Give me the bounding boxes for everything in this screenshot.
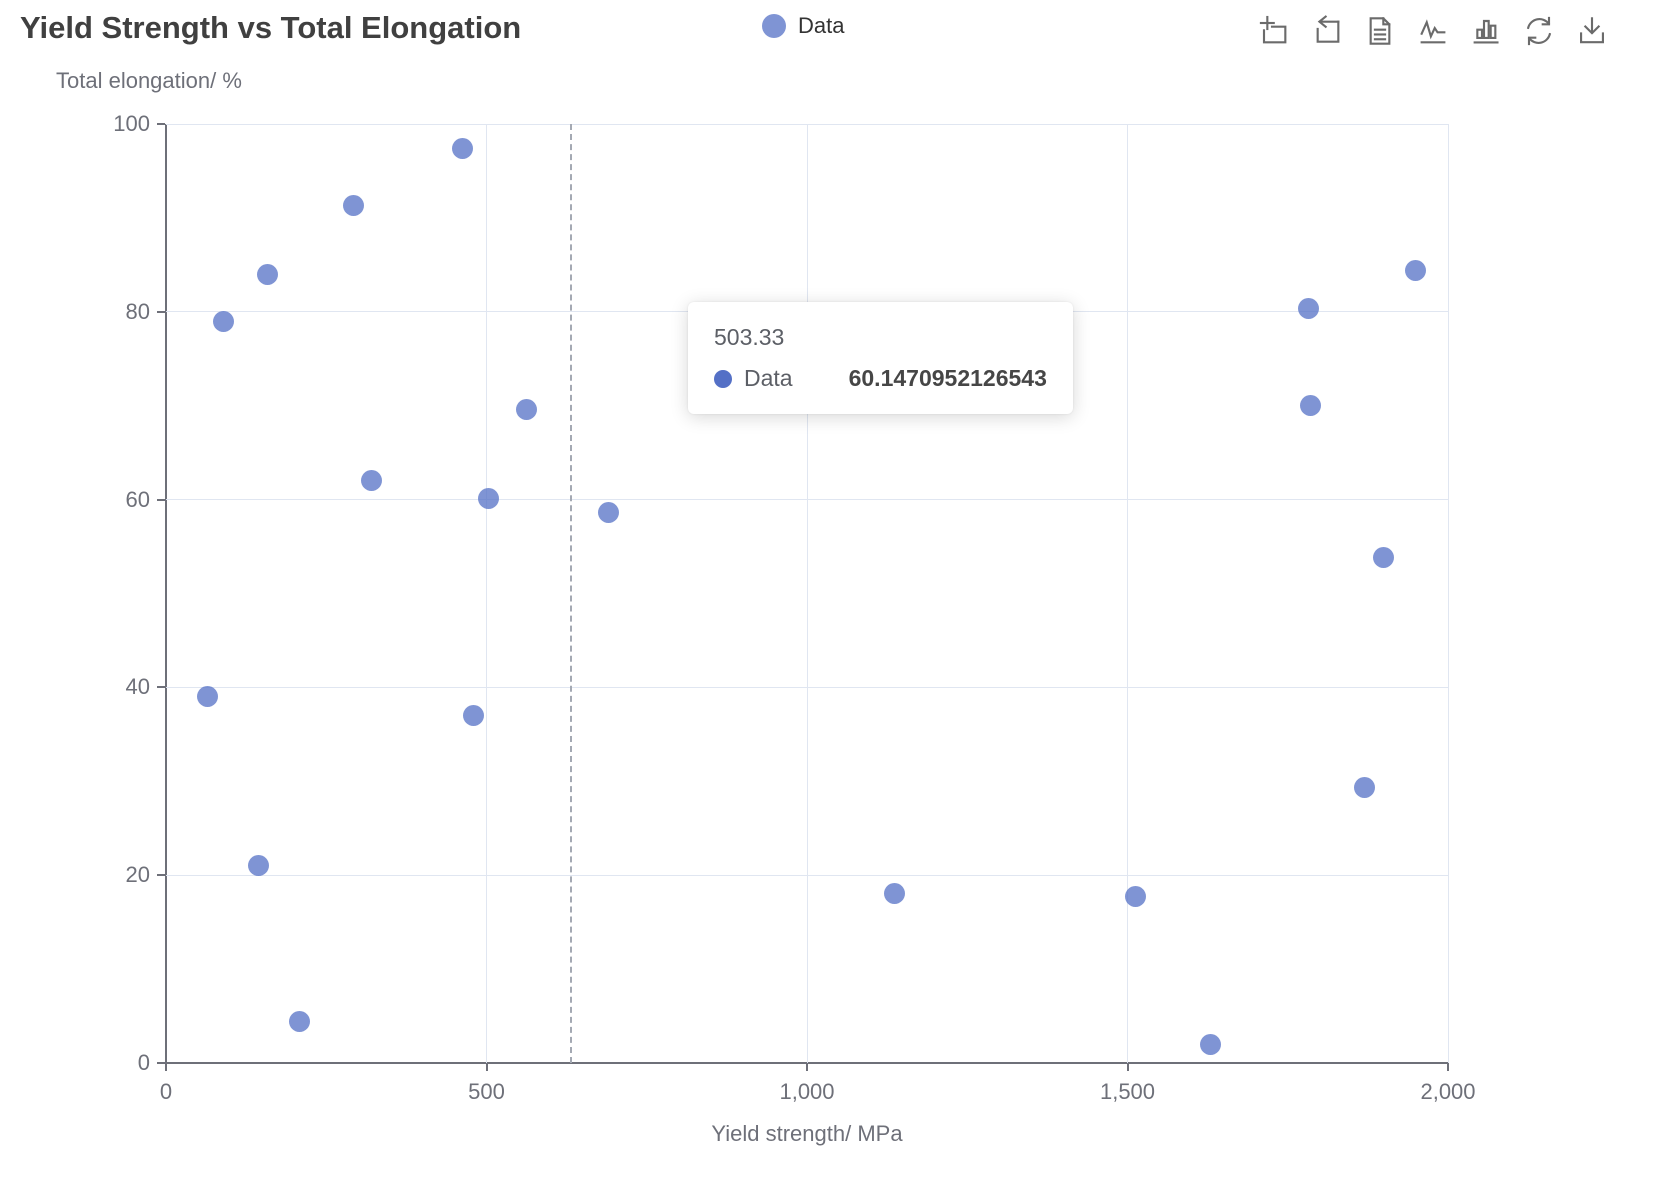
y-axis-tick — [157, 1062, 165, 1064]
tooltip-series-label: Data — [744, 365, 793, 391]
tooltip-y-value: 60.1470952126543 — [848, 365, 1047, 391]
save-image-download-icon[interactable] — [1576, 15, 1608, 47]
x-axis-tick — [1126, 1064, 1129, 1071]
x-axis-tick-label: 500 — [468, 1079, 505, 1104]
scatter-point[interactable] — [463, 705, 485, 727]
scatter-point[interactable] — [452, 137, 474, 159]
switch-bar-chart-icon[interactable] — [1470, 15, 1502, 47]
scatter-point[interactable] — [478, 487, 500, 509]
y-axis-tick — [157, 498, 165, 501]
toolbox — [1258, 15, 1608, 47]
gridline-vertical — [1447, 124, 1449, 1063]
tooltip-series-marker-icon — [714, 369, 732, 388]
data-zoom-icon[interactable] — [1258, 15, 1290, 47]
data-view-icon[interactable] — [1364, 15, 1396, 47]
y-axis-tick-label: 20 — [125, 862, 150, 888]
y-axis-tick — [157, 123, 165, 125]
y-axis-tick-label: 100 — [113, 111, 150, 136]
legend-item-data[interactable]: Data — [762, 13, 844, 39]
y-axis-tick — [157, 686, 165, 689]
scatter-point[interactable] — [257, 263, 279, 285]
tooltip-row: Data 60.1470952126543 — [714, 365, 1047, 392]
y-axis-tick-label: 40 — [125, 674, 150, 700]
switch-line-chart-icon[interactable] — [1417, 15, 1449, 47]
scatter-point[interactable] — [1300, 395, 1322, 417]
y-axis-title: Total elongation/ % — [56, 68, 242, 93]
x-axis-tick-label: 1,000 — [779, 1079, 835, 1104]
x-axis-tick-label: 2,000 — [1420, 1079, 1476, 1104]
scatter-point[interactable] — [515, 398, 537, 420]
x-axis-tick-label: 0 — [159, 1079, 173, 1104]
tooltip: 503.33 Data 60.1470952126543 — [688, 302, 1073, 414]
y-axis-line — [165, 124, 167, 1064]
y-axis-tick — [157, 310, 165, 313]
y-axis-tick-label: 0 — [137, 1050, 150, 1075]
zoom-reset-icon[interactable] — [1311, 15, 1343, 47]
scatter-point[interactable] — [1373, 547, 1395, 569]
gridline-vertical — [806, 124, 808, 1063]
scatter-point[interactable] — [884, 883, 906, 905]
scatter-point[interactable] — [1125, 886, 1147, 908]
x-axis-tick — [485, 1064, 488, 1071]
scatter-point[interactable] — [1405, 259, 1427, 281]
gridline-vertical — [1127, 124, 1128, 1063]
restore-icon[interactable] — [1523, 15, 1555, 47]
scatter-point[interactable] — [1298, 298, 1320, 320]
scatter-point[interactable] — [213, 310, 235, 332]
gridline-vertical — [486, 124, 487, 1063]
scatter-point[interactable] — [288, 1011, 310, 1033]
tooltip-axis-pointer-line — [570, 124, 573, 1063]
y-axis-tick-label: 60 — [125, 486, 150, 512]
x-axis-title: Yield strength/ MPa — [711, 1121, 903, 1146]
scatter-point[interactable] — [197, 686, 219, 708]
y-axis-tick-label: 80 — [125, 298, 150, 324]
scatter-point[interactable] — [343, 195, 365, 217]
page-title: Yield Strength vs Total Elongation — [20, 10, 522, 45]
scatter-point[interactable] — [360, 470, 382, 492]
legend-marker-circle-icon — [762, 14, 786, 38]
scatter-point[interactable] — [1353, 777, 1375, 799]
x-axis-tick-label: 1,500 — [1099, 1079, 1156, 1104]
x-axis-line — [165, 1062, 1449, 1064]
tooltip-x-value: 503.33 — [714, 324, 785, 350]
scatter-point[interactable] — [247, 855, 269, 877]
x-axis-tick — [806, 1064, 808, 1071]
y-axis-tick — [157, 874, 165, 877]
x-axis-tick — [165, 1064, 167, 1071]
x-axis-tick — [1447, 1064, 1449, 1071]
legend-label: Data — [798, 13, 845, 38]
scatter-point[interactable] — [1200, 1033, 1222, 1055]
scatter-point[interactable] — [597, 502, 619, 524]
